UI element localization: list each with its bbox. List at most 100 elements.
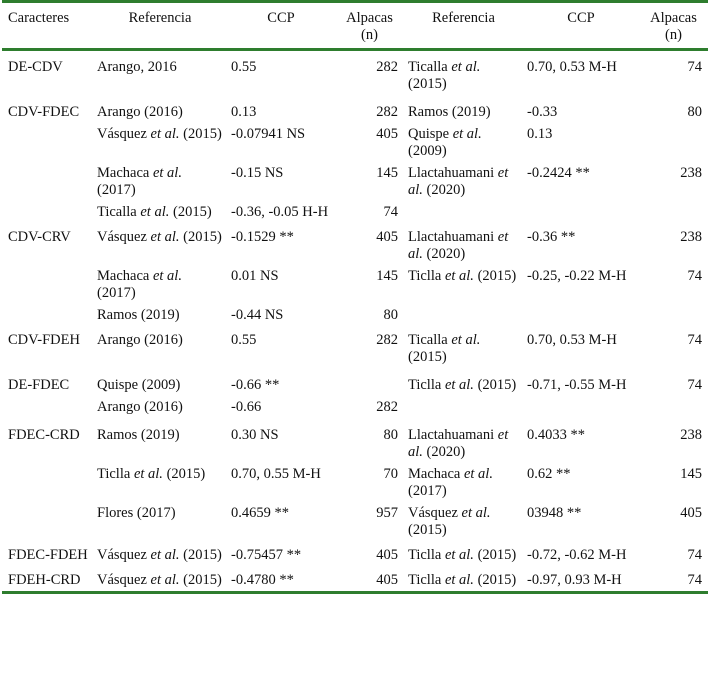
reference-text: Arango (2016) (97, 104, 183, 120)
reference-year-text: (2017) (408, 483, 447, 499)
reference-cell: Ramos (2019) (93, 302, 227, 324)
reference-year-text: (2015) (179, 547, 222, 563)
header-caracteres: Caracteres (2, 0, 93, 51)
alpacas-count-cell: 238 (639, 160, 708, 199)
alpacas-count-cell: 145 (335, 263, 404, 302)
reference-year-text: (2017) (97, 182, 136, 198)
ccp-cell: 0.4033 ** (523, 416, 639, 461)
ccp-cell: 0.13 (227, 93, 335, 121)
alpacas-count-text: 957 (376, 505, 398, 521)
trait-text: FDEC-CRD (8, 427, 80, 443)
reference-cell: Ticlla et al. (2015) (404, 263, 523, 302)
alpacas-count-text: 282 (376, 59, 398, 75)
trait-text: FDEC-FDEH (8, 547, 88, 563)
et-al-text: et al. (452, 126, 482, 142)
alpacas-count-text: 145 (376, 268, 398, 284)
alpacas-count-text: 74 (687, 547, 703, 563)
reference-text: Quispe (408, 126, 453, 142)
reference-cell: Ticalla et al. (2015) (404, 324, 523, 366)
reference-cell: Ticalla et al. (2015) (404, 50, 523, 94)
reference-cell: Quispe (2009) (93, 366, 227, 394)
trait-cell: DE-FDEC (2, 366, 93, 394)
reference-year-text: (2015) (408, 349, 447, 365)
reference-cell: Machaca et al. (2017) (93, 160, 227, 199)
et-al-text: et al. (461, 505, 491, 521)
table-row: DE-CDV Arango, 2016 0.55 282 Ticalla et al. … (2, 50, 708, 94)
reference-cell: Ramos (2019) (93, 416, 227, 461)
reference-year-text: (2017) (97, 285, 136, 301)
ccp-cell: -0.72, -0.62 M-H (523, 539, 639, 564)
alpacas-count-text: 238 (680, 229, 702, 245)
reference-text: Ticalla (408, 332, 452, 348)
table-row: CDV-CRV Vásquez et al. (2015) -0.1529 ** 40… (2, 221, 708, 263)
ccp-cell: -0.07941 NS (227, 121, 335, 160)
alpacas-count-text: 145 (680, 466, 702, 482)
alpacas-count-cell: 74 (639, 539, 708, 564)
header-referencia-2: Referencia (404, 0, 523, 51)
header-referencia-1: Referencia (93, 0, 227, 51)
reference-year-text: (2015) (179, 126, 222, 142)
ccp-cell: -0.75457 ** (227, 539, 335, 564)
ccp-text: -0.15 NS (231, 165, 284, 181)
ccp-text: 0.13 (527, 126, 553, 142)
reference-cell: Vásquez et al. (2015) (93, 564, 227, 594)
trait-cell: DE-CDV (2, 50, 93, 94)
reference-year-text: (2015) (162, 466, 206, 482)
reference-text: Ramos (2019) (408, 104, 491, 120)
ccp-text: -0.36 ** (527, 229, 576, 245)
et-al-text: et al. (444, 547, 474, 563)
et-al-text: et al. (140, 204, 170, 220)
reference-cell: Llactahuamani et al. (2020) (404, 221, 523, 263)
alpacas-count-cell: 238 (639, 221, 708, 263)
table-row: Machaca et al. (2017) 0.01 NS 145 Ticlla et… (2, 263, 708, 302)
trait-text: FDEH-CRD (8, 572, 81, 588)
et-al-text: et al. (444, 268, 474, 284)
alpacas-count-cell: 405 (335, 221, 404, 263)
reference-text: Llactahuamani (408, 229, 498, 245)
alpacas-count-text: 74 (687, 572, 703, 588)
alpacas-count-cell: 282 (335, 93, 404, 121)
table-row: CDV-FDEC Arango (2016) 0.13 282 Ramos (2019)… (2, 93, 708, 121)
alpacas-count-text: 282 (376, 332, 398, 348)
alpacas-count-cell: 405 (335, 539, 404, 564)
table-row: CDV-FDEH Arango (2016) 0.55 282 Ticalla et a… (2, 324, 708, 366)
reference-cell: Quispe et al. (2009) (404, 121, 523, 160)
trait-cell: FDEC-FDEH (2, 539, 93, 564)
et-al-text: et al. (150, 229, 180, 245)
ccp-cell: -0.66 (227, 394, 335, 416)
reference-cell (404, 199, 523, 221)
trait-cell (2, 121, 93, 160)
et-al-text: et al. (444, 377, 474, 393)
table-row: Arango (2016) -0.66 282 (2, 394, 708, 416)
reference-year-text: (2020) (422, 182, 466, 198)
reference-cell: Arango (2016) (93, 324, 227, 366)
reference-cell: Ticlla et al. (2015) (404, 539, 523, 564)
alpacas-count-text: 80 (383, 427, 399, 443)
table-row: Ticalla et al. (2015) -0.36, -0.05 H-H 74 (2, 199, 708, 221)
ccp-cell: -0.1529 ** (227, 221, 335, 263)
reference-text: Llactahuamani (408, 165, 498, 181)
reference-text: Ticalla (408, 59, 452, 75)
reference-cell (404, 394, 523, 416)
alpacas-count-cell: 74 (639, 263, 708, 302)
alpacas-count-text: 282 (376, 104, 398, 120)
trait-cell (2, 160, 93, 199)
reference-cell: Ramos (2019) (404, 93, 523, 121)
et-al-text: et al. (451, 59, 481, 75)
alpacas-count-text: 405 (680, 505, 702, 521)
alpacas-count-text: 238 (680, 165, 702, 181)
header-alpacas-1: Alpacas (n) (335, 0, 404, 51)
reference-text: Vásquez (97, 547, 151, 563)
ccp-text: 0.13 (231, 104, 257, 120)
alpacas-count-text: 74 (687, 377, 703, 393)
ccp-text: -0.07941 NS (231, 126, 306, 142)
et-al-text: et al. (444, 572, 474, 588)
table-row: Ticlla et al. (2015) 0.70, 0.55 M-H 70 Mach… (2, 461, 708, 500)
ccp-text: 0.4033 ** (527, 427, 585, 443)
ccp-text: -0.2424 ** (527, 165, 590, 181)
alpacas-count-cell (639, 121, 708, 160)
header-ccp-1: CCP (227, 0, 335, 51)
reference-text: Ticlla (408, 268, 445, 284)
reference-year-text: (2015) (179, 572, 222, 588)
